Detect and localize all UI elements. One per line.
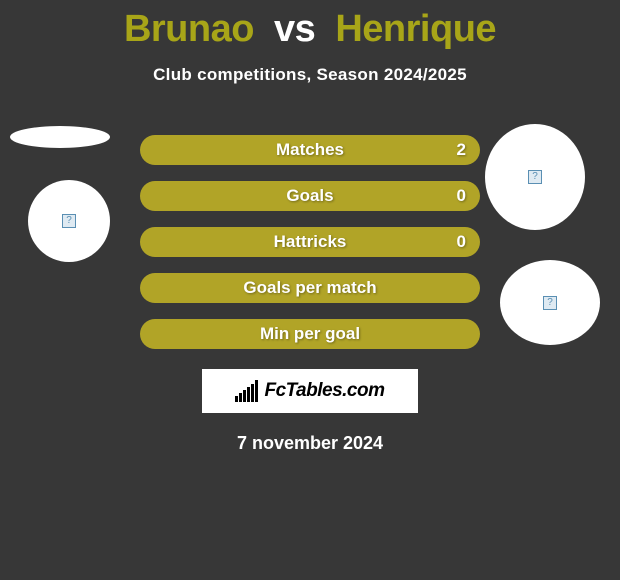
player1-name: Brunao xyxy=(124,8,254,50)
stat-label: Goals per match xyxy=(243,278,376,298)
stat-label: Matches xyxy=(276,140,344,160)
vs-label: vs xyxy=(274,8,315,50)
date-label: 7 november 2024 xyxy=(0,433,620,454)
image-placeholder-icon: ? xyxy=(528,170,542,184)
stat-value: 2 xyxy=(457,140,466,160)
player2-avatar: ? xyxy=(485,124,585,230)
stat-row-goals-per-match: Goals per match xyxy=(140,273,480,303)
stat-row-hattricks: Hattricks 0 xyxy=(140,227,480,257)
brand-box: FcTables.com xyxy=(202,369,418,413)
stat-label: Goals xyxy=(286,186,333,206)
player2-club-avatar: ? xyxy=(500,260,600,345)
image-placeholder-icon: ? xyxy=(543,296,557,310)
stat-row-min-per-goal: Min per goal xyxy=(140,319,480,349)
player2-name: Henrique xyxy=(335,8,496,50)
season-subtitle: Club competitions, Season 2024/2025 xyxy=(0,65,620,85)
stat-value: 0 xyxy=(457,232,466,252)
brand-bars-icon xyxy=(235,380,258,402)
brand-text: FcTables.com xyxy=(264,380,384,402)
decorative-ellipse xyxy=(10,126,110,148)
image-placeholder-icon: ? xyxy=(62,214,76,228)
comparison-title: Brunao vs Henrique xyxy=(0,0,620,51)
player1-avatar: ? xyxy=(28,180,110,262)
stat-row-matches: Matches 2 xyxy=(140,135,480,165)
stat-row-goals: Goals 0 xyxy=(140,181,480,211)
stat-label: Hattricks xyxy=(274,232,347,252)
stat-value: 0 xyxy=(457,186,466,206)
stat-label: Min per goal xyxy=(260,324,360,344)
